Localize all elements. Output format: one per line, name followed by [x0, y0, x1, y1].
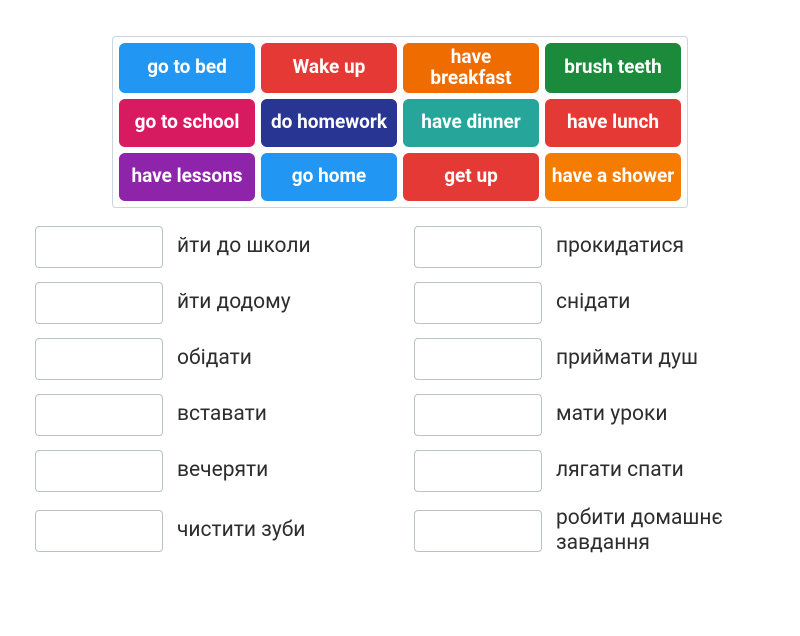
answer-row: обідати	[35, 338, 386, 380]
answer-row: прокидатися	[414, 226, 765, 268]
answer-row: йти до школи	[35, 226, 386, 268]
drop-slot[interactable]	[414, 450, 542, 492]
tile-do-homework[interactable]: do homework	[261, 99, 397, 147]
drop-slot[interactable]	[414, 282, 542, 324]
tile-go-to-school[interactable]: go to school	[119, 99, 255, 147]
prompt-label: лягати спати	[556, 458, 765, 483]
tile-go-to-bed[interactable]: go to bed	[119, 43, 255, 93]
drop-slot[interactable]	[35, 450, 163, 492]
drop-slot[interactable]	[414, 338, 542, 380]
answer-row: приймати душ	[414, 338, 765, 380]
prompt-label: мати уроки	[556, 402, 765, 427]
prompt-label: снідати	[556, 290, 765, 315]
tile-have-lessons[interactable]: have lessons	[119, 153, 255, 201]
tile-have-breakfast[interactable]: have breakfast	[403, 43, 539, 93]
answer-row: лягати спати	[414, 450, 765, 492]
drop-slot[interactable]	[35, 282, 163, 324]
answer-row: йти додому	[35, 282, 386, 324]
prompt-label: робити домашнє завдання	[556, 506, 765, 556]
tile-get-up[interactable]: get up	[403, 153, 539, 201]
tile-go-home[interactable]: go home	[261, 153, 397, 201]
drop-slot[interactable]	[414, 510, 542, 552]
drop-slot[interactable]	[35, 338, 163, 380]
prompt-label: вечеряти	[177, 458, 386, 483]
prompt-label: обідати	[177, 346, 386, 371]
word-bank: go to bed Wake up have breakfast brush t…	[112, 36, 688, 208]
prompt-label: приймати душ	[556, 346, 765, 371]
answer-row: снідати	[414, 282, 765, 324]
prompt-label: вставати	[177, 402, 386, 427]
answer-row: вставати	[35, 394, 386, 436]
answer-row: чистити зуби	[35, 506, 386, 556]
tile-wake-up[interactable]: Wake up	[261, 43, 397, 93]
prompt-label: чистити зуби	[177, 518, 386, 543]
tile-have-lunch[interactable]: have lunch	[545, 99, 681, 147]
answer-row: мати уроки	[414, 394, 765, 436]
tile-brush-teeth[interactable]: brush teeth	[545, 43, 681, 93]
prompt-label: йти до школи	[177, 234, 386, 259]
drop-slot[interactable]	[35, 226, 163, 268]
drop-slot[interactable]	[35, 394, 163, 436]
drop-slot[interactable]	[35, 510, 163, 552]
prompt-label: прокидатися	[556, 234, 765, 259]
answer-row: вечеряти	[35, 450, 386, 492]
answer-row: робити домашнє завдання	[414, 506, 765, 556]
drop-slot[interactable]	[414, 394, 542, 436]
tile-have-dinner[interactable]: have dinner	[403, 99, 539, 147]
answers-grid: йти до школи прокидатися йти додому снід…	[35, 226, 765, 556]
tile-have-a-shower[interactable]: have a shower	[545, 153, 681, 201]
drop-slot[interactable]	[414, 226, 542, 268]
prompt-label: йти додому	[177, 290, 386, 315]
